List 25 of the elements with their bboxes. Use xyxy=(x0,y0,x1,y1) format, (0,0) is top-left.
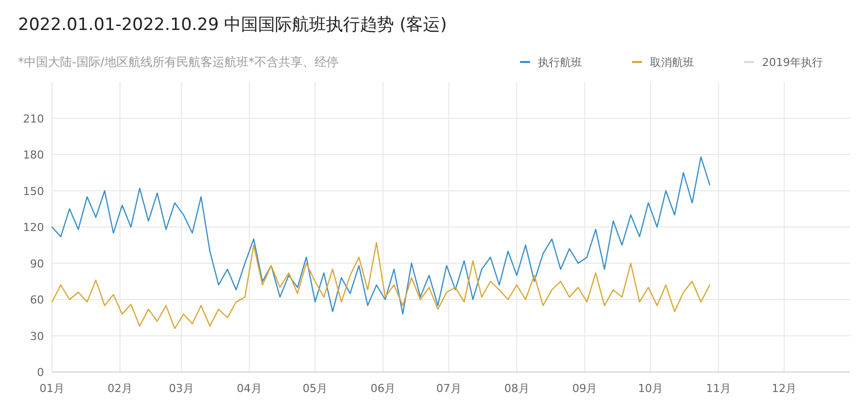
x-tick-label: 07月 xyxy=(436,382,462,395)
legend-label: 2019年执行 xyxy=(762,56,823,69)
y-tick-label: 120 xyxy=(23,221,44,234)
x-tick-label: 09月 xyxy=(572,382,598,395)
legend-label: 取消航班 xyxy=(650,56,694,69)
x-tick-label: 11月 xyxy=(706,382,731,395)
y-tick-label: 90 xyxy=(30,257,44,270)
x-tick-label: 08月 xyxy=(504,382,530,395)
y-tick-label: 60 xyxy=(30,294,44,306)
y-tick-label: 30 xyxy=(30,330,44,343)
chart-title: 2022.01.01-2022.10.29 中国国际航班执行趋势 (客运) xyxy=(18,15,447,35)
x-tick-label: 06月 xyxy=(370,382,396,395)
y-tick-label: 210 xyxy=(23,112,44,126)
x-tick-label: 04月 xyxy=(236,382,262,395)
x-tick-label: 05月 xyxy=(302,382,328,395)
y-tick-label: 150 xyxy=(23,184,44,198)
x-tick-label: 10月 xyxy=(638,382,663,395)
y-tick-label: 180 xyxy=(23,148,44,162)
x-tick-label: 01月 xyxy=(40,382,64,395)
x-tick-label: 03月 xyxy=(168,382,194,395)
y-tick-label: 0 xyxy=(37,366,44,379)
legend-label: 执行航班 xyxy=(538,56,582,69)
chart-subtitle: *中国大陆-国际/地区航线所有民航客运航班*不含共享、经停 xyxy=(18,55,338,69)
x-tick-label: 02月 xyxy=(107,382,132,395)
x-tick-label: 12月 xyxy=(772,382,797,395)
